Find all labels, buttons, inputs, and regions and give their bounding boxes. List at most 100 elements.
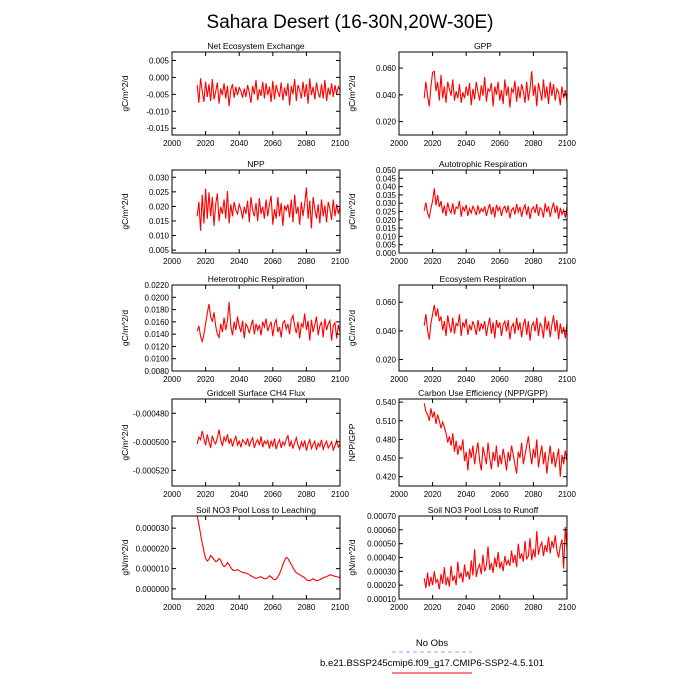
y-tick-label: 0.450 (376, 454, 397, 463)
y-tick-label: 0.040 (376, 91, 397, 100)
x-tick-label: 2100 (331, 257, 349, 266)
data-series-line (423, 70, 568, 108)
x-tick-label: 2000 (390, 375, 408, 384)
chart-panel: GPP gC/m^2/d 2000 2020 2040 2060 2080 2100 0.020… (347, 41, 576, 148)
y-tick-label: 0.0220 (145, 281, 170, 290)
data-series-line (423, 403, 568, 477)
y-tick-label: 0.000010 (136, 565, 170, 574)
data-series-line (196, 429, 341, 452)
x-tick-label: 2080 (298, 603, 316, 612)
x-tick-label: 2040 (230, 375, 248, 384)
x-tick-label: 2100 (331, 490, 349, 499)
y-tick-label: 0.0200 (145, 293, 170, 302)
plot-frame (171, 51, 341, 136)
data-series-line (196, 187, 341, 231)
x-tick-label: 2000 (163, 490, 181, 499)
x-tick-label: 2020 (424, 490, 442, 499)
y-tick-label: 0.0140 (145, 330, 170, 339)
x-tick-label: 2100 (558, 490, 576, 499)
chart-panel: Heterotrophic Respiration gC/m^2/d 2000 202… (120, 274, 349, 384)
x-tick-label: 2080 (525, 257, 543, 266)
x-tick-label: 2060 (264, 490, 282, 499)
data-series-line (423, 304, 568, 341)
y-tick-label: 0.015 (376, 224, 397, 233)
y-tick-label: 0.540 (376, 398, 397, 407)
y-axis-label: gC/m^2/d (120, 193, 130, 229)
y-tick-label: -0.005 (146, 90, 169, 99)
y-tick-label: 0.00030 (367, 567, 396, 576)
plot-frame (398, 51, 568, 136)
x-tick-label: 2000 (163, 257, 181, 266)
x-tick-label: 2080 (525, 490, 543, 499)
y-tick-label: 0.005 (376, 241, 397, 250)
x-tick-label: 2100 (331, 603, 349, 612)
plot-frame (398, 284, 568, 372)
panel-title: Heterotrophic Respiration (208, 274, 305, 284)
y-tick-label: 0.015 (149, 217, 170, 226)
y-axis-label: gC/m^2/d (120, 424, 130, 460)
y-tick-label: 0.035 (376, 191, 397, 200)
x-tick-label: 2020 (424, 375, 442, 384)
y-tick-label: 0.000000 (136, 585, 170, 594)
x-tick-label: 2020 (197, 139, 215, 148)
y-tick-label: 0.00020 (367, 581, 396, 590)
x-tick-label: 2000 (163, 139, 181, 148)
x-tick-label: 2060 (491, 490, 509, 499)
y-tick-label: 0.0180 (145, 306, 170, 315)
x-tick-label: 2060 (264, 139, 282, 148)
x-tick-label: 2080 (525, 375, 543, 384)
y-axis-label: gC/m^2/d (347, 193, 357, 229)
y-tick-label: 0.000020 (136, 544, 170, 553)
y-tick-label: 0.480 (376, 435, 397, 444)
y-tick-label: 0.00010 (367, 595, 396, 604)
x-tick-label: 2080 (525, 139, 543, 148)
panel-title: Gridcell Surface CH4 Flux (207, 388, 306, 398)
panel-title: Net Ecosystem Exchange (207, 41, 305, 51)
x-tick-label: 2000 (163, 603, 181, 612)
x-tick-label: 2060 (491, 257, 509, 266)
y-axis-label: gN/m^2/d (120, 539, 130, 575)
x-tick-label: 2020 (197, 257, 215, 266)
y-tick-label: 0.060 (376, 298, 397, 307)
y-tick-label: 0.020 (376, 118, 397, 127)
x-tick-label: 2060 (264, 375, 282, 384)
y-tick-label: 0.0120 (145, 342, 170, 351)
x-tick-label: 2020 (197, 603, 215, 612)
panel-title: Soil NO3 Pool Loss to Leaching (196, 505, 316, 515)
y-tick-label: 0.000030 (136, 524, 170, 533)
x-tick-label: 2100 (331, 139, 349, 148)
y-tick-label: 0.030 (149, 173, 170, 182)
chart-panel: Soil NO3 Pool Loss to Runoff gN/m^2/d 2000… (347, 505, 576, 612)
y-tick-label: 0.045 (376, 174, 397, 183)
x-tick-label: 2000 (163, 375, 181, 384)
plot-frame (171, 284, 341, 372)
data-series-line (196, 301, 341, 344)
y-tick-label: 0.005 (149, 56, 170, 65)
plot-frame (171, 398, 341, 487)
y-tick-label: -0.000500 (133, 438, 170, 447)
x-tick-label: 2080 (298, 257, 316, 266)
y-tick-label: 0.005 (149, 246, 170, 255)
x-tick-label: 2060 (491, 375, 509, 384)
y-axis-label: gC/m^2/d (120, 310, 130, 346)
y-tick-label: 0.0100 (145, 355, 170, 364)
y-tick-label: 0.00050 (367, 540, 396, 549)
y-tick-label: -0.000480 (133, 409, 170, 418)
y-tick-label: -0.010 (146, 107, 169, 116)
chart-panel: Autotrophic Respiration gC/m^2/d 2000 2020 2… (347, 159, 576, 266)
y-tick-label: 0.020 (376, 356, 397, 365)
panel-title: Soil NO3 Pool Loss to Runoff (428, 505, 539, 515)
panel-title: NPP (247, 159, 265, 169)
x-tick-label: 2040 (457, 490, 475, 499)
x-tick-label: 2100 (558, 139, 576, 148)
y-tick-label: 0.000 (149, 73, 170, 82)
y-axis-label: gN/m^2/d (347, 539, 357, 575)
x-tick-label: 2100 (558, 257, 576, 266)
x-tick-label: 2020 (424, 257, 442, 266)
x-tick-label: 2040 (230, 603, 248, 612)
x-tick-label: 2040 (457, 603, 475, 612)
x-tick-label: 2040 (457, 139, 475, 148)
x-tick-label: 2000 (390, 490, 408, 499)
y-tick-label: 0.420 (376, 473, 397, 482)
x-tick-label: 2040 (457, 375, 475, 384)
